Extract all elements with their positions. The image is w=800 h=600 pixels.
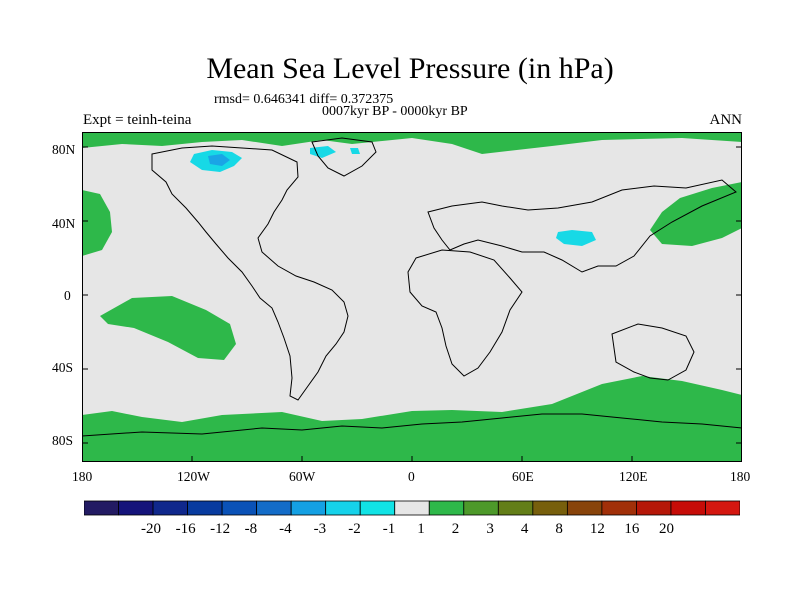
lon-label-120e: 120E <box>619 469 648 484</box>
lat-label-80n: 80N <box>52 142 76 157</box>
colorbar-label: -2 <box>348 521 361 537</box>
experiment-label: Expt = teinh-teina <box>83 112 192 128</box>
colorbar-label: 8 <box>555 521 563 537</box>
colorbar-swatch <box>152 500 188 516</box>
colorbar-label: 1 <box>417 521 425 537</box>
colorbar-swatch <box>670 500 706 516</box>
lon-label-180e: 180 <box>730 469 751 484</box>
colorbar-swatch <box>290 500 327 516</box>
lat-label-40s: 40S <box>52 360 74 375</box>
colorbar-swatch <box>221 500 258 516</box>
colorbar-swatch <box>187 500 223 516</box>
colorbar-label: 3 <box>486 521 494 537</box>
lon-label-60w: 60W <box>289 469 316 484</box>
period-label: 0007kyr BP - 0000kyr BP <box>322 104 468 119</box>
colorbar-label: 20 <box>658 521 674 537</box>
lon-label-0: 0 <box>408 469 415 484</box>
colorbar-swatch <box>463 500 499 516</box>
colorbar-swatch <box>601 500 637 516</box>
stats-label: rmsd= 0.646341 diff= 0.372375 <box>214 92 394 107</box>
colorbar-swatch <box>359 500 396 516</box>
coastlines <box>82 137 742 437</box>
colorbar-label: -4 <box>279 521 292 537</box>
colorbar-label: -3 <box>313 521 327 537</box>
pressure-map <box>82 132 742 462</box>
colorbar-swatch <box>325 500 361 516</box>
season-label: ANN <box>709 112 743 128</box>
colorbar-swatch <box>636 500 672 516</box>
colorbar-swatch <box>497 500 534 516</box>
colorbar-label: -16 <box>175 521 196 537</box>
colorbar-swatch <box>705 500 740 516</box>
colorbar-swatch <box>394 500 430 516</box>
lon-label-60e: 60E <box>512 469 534 484</box>
colorbar-swatch <box>256 500 292 516</box>
map-ticks <box>82 146 742 462</box>
colorbar-swatch <box>84 500 119 516</box>
colorbar-label: 16 <box>624 521 640 537</box>
colorbar-label: 4 <box>520 521 529 537</box>
lat-label-80s: 80S <box>52 433 74 448</box>
negative-anomaly-regions <box>190 146 596 246</box>
colorbar-swatch <box>118 500 154 516</box>
lat-label-40n: 40N <box>52 216 76 231</box>
colorbar-swatch <box>566 500 603 516</box>
colorbar-label: 2 <box>451 521 460 537</box>
colorbar <box>84 500 740 516</box>
colorbar-label: -8 <box>244 521 258 537</box>
lat-label-0: 0 <box>64 288 71 303</box>
positive-anomaly-regions <box>82 132 742 462</box>
lon-label-120w: 120W <box>177 469 210 484</box>
map-title: Mean Sea Level Pressure (in hPa) <box>206 52 614 85</box>
colorbar-label: -20 <box>141 521 162 537</box>
colorbar-swatch <box>532 500 568 516</box>
colorbar-swatch <box>428 500 465 516</box>
colorbar-label: -1 <box>382 521 396 537</box>
colorbar-label: 12 <box>589 521 605 537</box>
colorbar-label: -12 <box>210 521 231 537</box>
lon-label-180w: 180 <box>72 469 93 484</box>
